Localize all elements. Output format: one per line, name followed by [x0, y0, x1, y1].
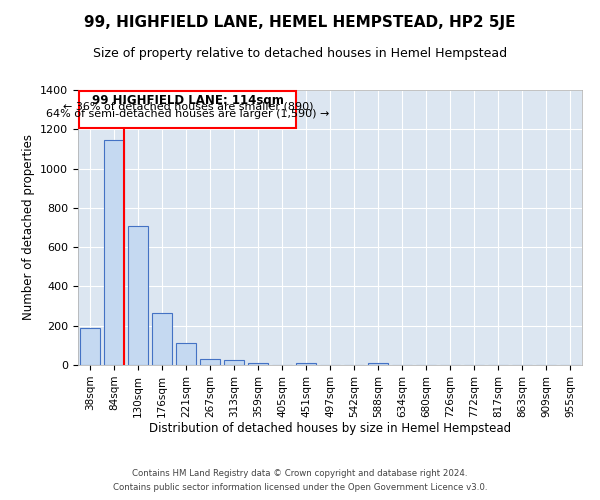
Bar — [368, 363, 388, 365]
Bar — [248, 362, 268, 365]
Text: Contains HM Land Registry data © Crown copyright and database right 2024.: Contains HM Land Registry data © Crown c… — [132, 468, 468, 477]
Bar — [104, 140, 124, 365]
Text: ← 36% of detached houses are smaller (890): ← 36% of detached houses are smaller (89… — [62, 102, 313, 112]
Bar — [176, 344, 196, 365]
Text: 99 HIGHFIELD LANE: 114sqm: 99 HIGHFIELD LANE: 114sqm — [92, 94, 284, 106]
Bar — [200, 358, 220, 365]
Bar — [296, 363, 316, 365]
Text: 99, HIGHFIELD LANE, HEMEL HEMPSTEAD, HP2 5JE: 99, HIGHFIELD LANE, HEMEL HEMPSTEAD, HP2… — [84, 15, 516, 30]
Bar — [80, 328, 100, 365]
Bar — [128, 226, 148, 365]
Text: 64% of semi-detached houses are larger (1,590) →: 64% of semi-detached houses are larger (… — [46, 108, 329, 118]
Text: Contains public sector information licensed under the Open Government Licence v3: Contains public sector information licen… — [113, 484, 487, 492]
X-axis label: Distribution of detached houses by size in Hemel Hempstead: Distribution of detached houses by size … — [149, 422, 511, 436]
FancyBboxPatch shape — [79, 92, 296, 128]
Bar — [224, 360, 244, 365]
Bar — [152, 313, 172, 365]
Y-axis label: Number of detached properties: Number of detached properties — [22, 134, 35, 320]
Text: Size of property relative to detached houses in Hemel Hempstead: Size of property relative to detached ho… — [93, 48, 507, 60]
